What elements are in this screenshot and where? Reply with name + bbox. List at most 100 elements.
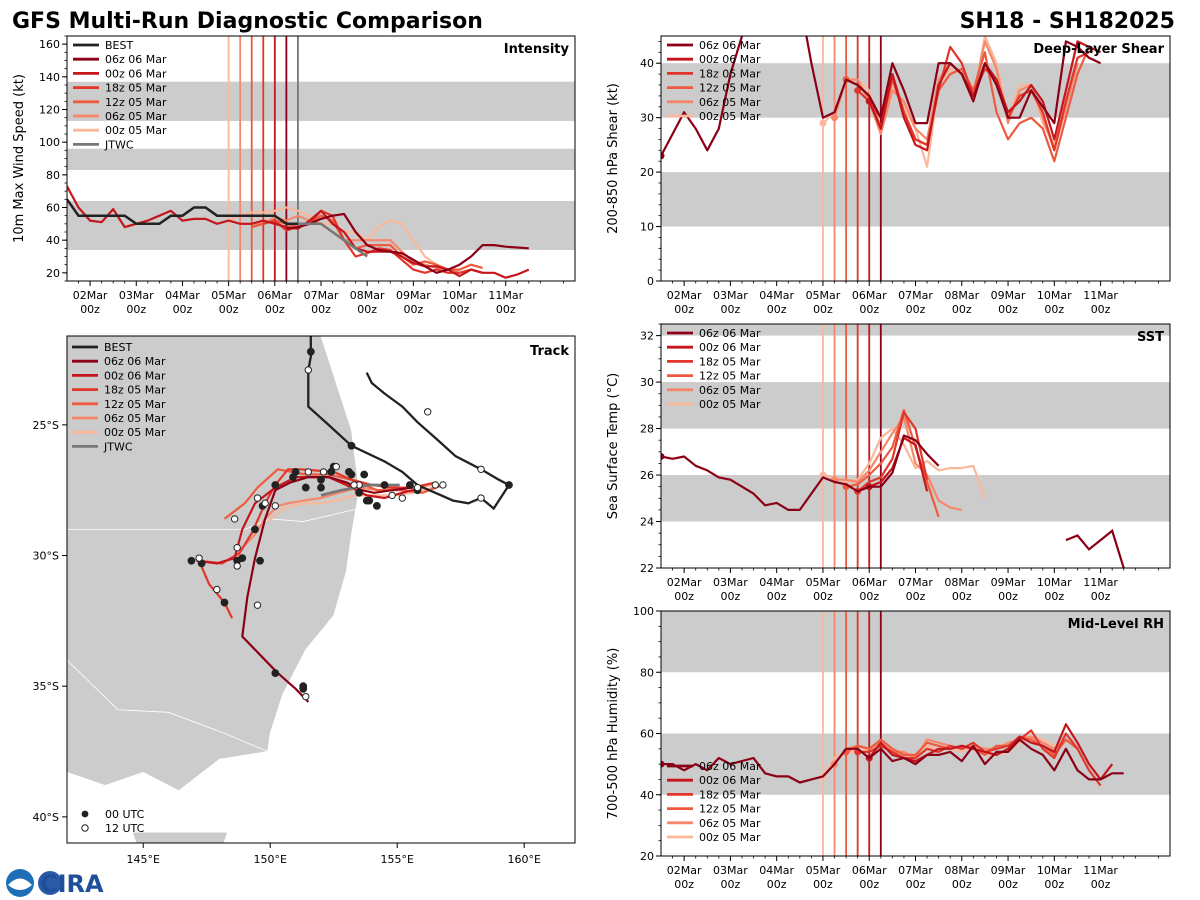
x-tick-hour: 00z [173, 303, 193, 316]
x-tick-date: 05Mar [806, 289, 841, 302]
x-tick-date: 07Mar [898, 864, 933, 877]
y-tick-label: 160 [39, 38, 60, 51]
series-group [661, 36, 1102, 168]
x-tick-date: 07Mar [898, 289, 933, 302]
legend-label: 12z 05 Mar [699, 370, 761, 383]
legend-label: 06z 06 Mar [699, 39, 761, 52]
track-point-00utc [327, 467, 336, 476]
x-tick-date: 05Mar [806, 864, 841, 877]
x-tick-hour: 00z [859, 303, 879, 316]
init-marker [831, 114, 839, 122]
x-tick-date: 09Mar [991, 576, 1026, 589]
x-tick-hour: 00z [403, 303, 423, 316]
series-group [661, 408, 1125, 568]
y-tick-label: 20 [640, 166, 654, 179]
track-point-00utc [220, 598, 229, 607]
y-tick-label: 0 [647, 275, 654, 288]
x-tick-hour: 00z [998, 878, 1018, 891]
legend-label: 00z 06 Mar [699, 341, 761, 354]
x-tick-hour: 00z [721, 878, 741, 891]
track-map-panel: 145°E 150°E 155°E 160°E 25°S 30°S 35°S 40°S Trac… [33, 335, 576, 866]
legend-label: 00z 05 Mar [105, 124, 167, 137]
x-tick-hour: 00z [767, 878, 787, 891]
track-point-12utc [302, 692, 310, 701]
init-marker [661, 760, 665, 768]
x-tick-hour: 00z [952, 303, 972, 316]
x-tick-hour: 00z [496, 303, 516, 316]
track-point-00utc [251, 525, 259, 534]
track-point-12utc [319, 468, 328, 476]
globe-icon [38, 871, 62, 895]
legend-label: 00z 05 Mar [104, 426, 166, 439]
init-marker [819, 119, 827, 127]
y-tick-label: 80 [46, 169, 60, 182]
y-tick-label: 40 [640, 57, 654, 70]
track-point-12utc [195, 554, 203, 562]
series-line-06z-06-mar [661, 738, 1124, 784]
track-point-00utc [301, 483, 310, 492]
lon-tick-label: 145°E [126, 853, 159, 866]
track-point-00utc [187, 556, 196, 565]
track-point-12utc [398, 494, 406, 502]
y-tick-label: 40 [46, 234, 60, 247]
x-tick-date: 10Mar [1037, 864, 1072, 877]
x-tick-date: 04Mar [165, 289, 200, 302]
x-tick-hour: 00z [357, 303, 377, 316]
x-tick-date: 10Mar [1037, 289, 1072, 302]
panel-title: Track [530, 344, 569, 359]
x-tick-hour: 00z [906, 590, 926, 603]
shade-band [67, 81, 575, 121]
series-line-00z-05-mar [822, 36, 1067, 168]
rh-panel: 2040608010002Mar00z03Mar00z04Mar00z05Mar… [606, 605, 1171, 891]
map-group [67, 336, 513, 843]
y-axis-label: 10m Max Wind Speed (kt) [12, 74, 27, 243]
legend-label: 06z 05 Mar [699, 384, 761, 397]
legend-label: 18z 05 Mar [699, 67, 761, 80]
legend-label: 06z 06 Mar [699, 760, 761, 773]
track-point-00utc [306, 347, 315, 356]
y-tick-label: 80 [640, 666, 654, 679]
x-tick-date: 03Mar [713, 864, 748, 877]
logo-text: CIRA [40, 870, 104, 898]
track-point-00utc [256, 556, 264, 565]
x-tick-hour: 00z [721, 590, 741, 603]
track-point-00utc [289, 473, 297, 482]
x-tick-date: 09Mar [991, 864, 1026, 877]
track-point-00utc [345, 467, 353, 476]
x-tick-date: 02Mar [667, 289, 702, 302]
x-tick-date: 08Mar [944, 576, 979, 589]
shear-panel: 01020304002Mar00z03Mar00z04Mar00z05Mar00… [606, 35, 1171, 316]
x-tick-date: 04Mar [759, 289, 794, 302]
track-line-06z-06-mar [241, 476, 413, 703]
y-tick-label: 60 [640, 728, 654, 741]
series-line-18z-05-mar [857, 411, 929, 493]
noaa-bird-icon [8, 878, 32, 890]
shade-band [67, 200, 575, 250]
track-point-12utc [233, 543, 241, 552]
init-marker [661, 452, 665, 460]
init-marker [854, 86, 862, 94]
track-point-12utc [253, 494, 262, 502]
legend-label: 06z 06 Mar [104, 355, 166, 368]
x-tick-date: 03Mar [713, 289, 748, 302]
track-point-12utc [423, 408, 432, 416]
legend-label-00utc: 00 UTC [105, 808, 145, 821]
x-tick-hour: 00z [126, 303, 146, 316]
y-tick-label: 100 [39, 136, 60, 149]
y-tick-label: 20 [46, 267, 60, 280]
legend-label: 18z 05 Mar [699, 355, 761, 368]
y-tick-label: 120 [39, 104, 60, 117]
track-point-00utc [271, 669, 280, 678]
x-tick-hour: 00z [674, 590, 694, 603]
track-point-00utc [317, 483, 325, 492]
series-line-00z-06-mar [67, 185, 530, 279]
state-border-nsw-vic [67, 659, 268, 752]
x-tick-hour: 00z [767, 590, 787, 603]
x-tick-date: 04Mar [759, 576, 794, 589]
x-tick-hour: 00z [906, 303, 926, 316]
x-tick-hour: 00z [767, 303, 787, 316]
x-tick-hour: 00z [813, 590, 833, 603]
y-tick-label: 30 [640, 376, 654, 389]
y-axis-label: 200-850 hPa Shear (kt) [606, 83, 621, 234]
track-point-12utc [350, 481, 358, 489]
